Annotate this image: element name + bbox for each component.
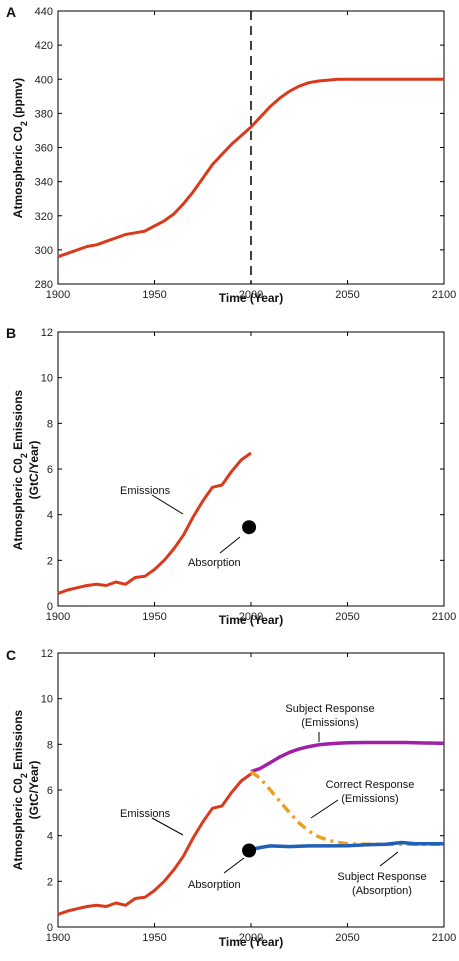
- panel-a-x-tick-label: 2100: [432, 289, 456, 301]
- panel-b-y-tick-label: 0: [47, 601, 53, 613]
- panel-c-subject-emissions-annotation: Subject Response: [285, 703, 374, 715]
- panel-c-subject-emissions-annotation-sub: (Emissions): [301, 717, 358, 729]
- panel-a-y-ticks: 280 300 320 340 360 380 400 420 440: [35, 6, 444, 291]
- panel-c-correct-response-annotation-sub: (Emissions): [341, 793, 398, 805]
- panel-b-x-tick-label: 2100: [432, 611, 456, 623]
- panel-c-subject-absorption-leader: [379, 851, 399, 867]
- panel-c-subject-absorption-annotation-sub: (Absorption): [352, 885, 412, 897]
- panel-c-absorption-leader: [223, 857, 245, 874]
- panel-b-y-axis-label-units: (GtC/Year): [27, 441, 41, 500]
- panel-c-y-tick-label: 4: [47, 831, 53, 843]
- panel-a-y-tick-label: 320: [35, 211, 53, 223]
- panel-c-x-tick-label: 2000: [239, 932, 263, 944]
- panel-b-letter: B: [6, 325, 16, 341]
- panel-c-emissions-annotation: Emissions: [120, 808, 171, 820]
- panel-a-series-line: [57, 77, 444, 259]
- panel-c-x-tick-label: 2050: [335, 932, 359, 944]
- panel-c-emissions-line: [57, 772, 252, 916]
- panel-b-absorption-annotation: Absorption: [188, 557, 241, 569]
- panel-b-emissions-annotation: Emissions: [120, 485, 171, 497]
- panel-b-y-ticks: 0 2 4 6 8 10 12: [41, 327, 444, 613]
- panel-a-y-tick-label: 380: [35, 108, 53, 120]
- panel-b-y-tick-label: 6: [47, 464, 53, 476]
- panel-a-y-tick-label: 360: [35, 143, 53, 155]
- panel-b-y-tick-label: 10: [41, 373, 53, 385]
- panel-b-y-tick-label: 8: [47, 418, 53, 430]
- panel-b-absorption-leader: [219, 536, 241, 554]
- panel-a-x-axis-label: Time (Year): [219, 291, 283, 305]
- panel-c-y-tick-label: 10: [41, 694, 53, 706]
- panel-c-subject-absorption-annotation: Subject Response: [337, 871, 426, 883]
- panel-a-y-tick-label: 440: [35, 6, 53, 18]
- panel-a-x-tick-label: 1950: [142, 289, 166, 301]
- panel-a-x-tick-label: 2000: [239, 289, 263, 301]
- panel-c-x-ticks: 1900 1950 2000 2050 2100: [46, 653, 456, 944]
- panel-c: C 0 2 4 6 8 10 12 1900 1950 2000 2050 2100 Emissio…: [6, 647, 456, 949]
- panel-c-y-axis-label: Atmospheric C02 Emissions: [11, 709, 29, 870]
- panel-a-letter: A: [6, 4, 16, 20]
- panel-b-x-tick-label: 1900: [46, 611, 70, 623]
- panel-c-correct-response-annotation: Correct Response: [326, 779, 415, 791]
- panel-a-y-axis-label: Atmospheric C02 (ppmv): [11, 78, 29, 218]
- panel-c-subject-absorption-line: [250, 840, 444, 852]
- panel-b-x-axis-label: Time (Year): [219, 613, 283, 627]
- panel-b: B 0 2 4 6 8 10 12 1900 1950 2000 2050 2100 Emissio…: [6, 325, 456, 627]
- panel-c-x-axis-label: Time (Year): [219, 935, 283, 949]
- panel-c-x-tick-label: 2100: [432, 932, 456, 944]
- panel-a-y-tick-label: 300: [35, 245, 53, 257]
- panel-b-x-tick-label: 2050: [335, 611, 359, 623]
- panel-a: A 280 300 320 340 360 380 400 420 440 1900 1950 20…: [6, 4, 456, 305]
- panel-b-emissions-leader: [151, 494, 184, 515]
- panel-c-y-tick-label: 8: [47, 739, 53, 751]
- panel-c-emissions-leader: [151, 817, 184, 836]
- panel-b-y-tick-label: 12: [41, 327, 53, 339]
- panel-c-absorption-annotation: Absorption: [188, 879, 241, 891]
- panel-b-y-axis-label: Atmospheric C02 Emissions: [11, 389, 29, 550]
- panel-b-emissions-line: [57, 451, 252, 595]
- panel-c-correct-response-leader: [310, 799, 339, 819]
- panel-c-y-tick-label: 2: [47, 876, 53, 888]
- panel-c-subject-emissions-line: [250, 740, 445, 774]
- panel-c-absorption-point: [242, 843, 257, 858]
- panel-a-y-tick-label: 400: [35, 74, 53, 86]
- panel-c-x-tick-label: 1900: [46, 932, 70, 944]
- panel-a-x-tick-label: 1900: [46, 289, 70, 301]
- panel-b-y-tick-label: 2: [47, 555, 53, 567]
- panel-c-letter: C: [6, 647, 16, 663]
- panel-c-y-axis-label-units: (GtC/Year): [27, 761, 41, 820]
- panel-b-x-tick-label: 1950: [142, 611, 166, 623]
- panel-c-y-tick-label: 6: [47, 785, 53, 797]
- panel-c-x-tick-label: 1950: [142, 932, 166, 944]
- panel-b-absorption-point: [242, 520, 257, 535]
- panel-c-y-tick-label: 0: [47, 922, 53, 934]
- panel-a-y-tick-label: 280: [35, 279, 53, 291]
- panel-b-x-tick-label: 2000: [239, 611, 263, 623]
- panel-b-x-ticks: 1900 1950 2000 2050 2100: [46, 332, 456, 623]
- panel-c-y-tick-label: 12: [41, 648, 53, 660]
- panel-a-x-tick-label: 2050: [335, 289, 359, 301]
- panel-a-x-ticks: 1900 1950 2000 2050 2100: [46, 11, 456, 301]
- panel-a-y-tick-label: 340: [35, 177, 53, 189]
- panel-b-frame: [57, 331, 445, 607]
- panel-a-y-tick-label: 420: [35, 40, 53, 52]
- panel-b-y-tick-label: 4: [47, 510, 53, 522]
